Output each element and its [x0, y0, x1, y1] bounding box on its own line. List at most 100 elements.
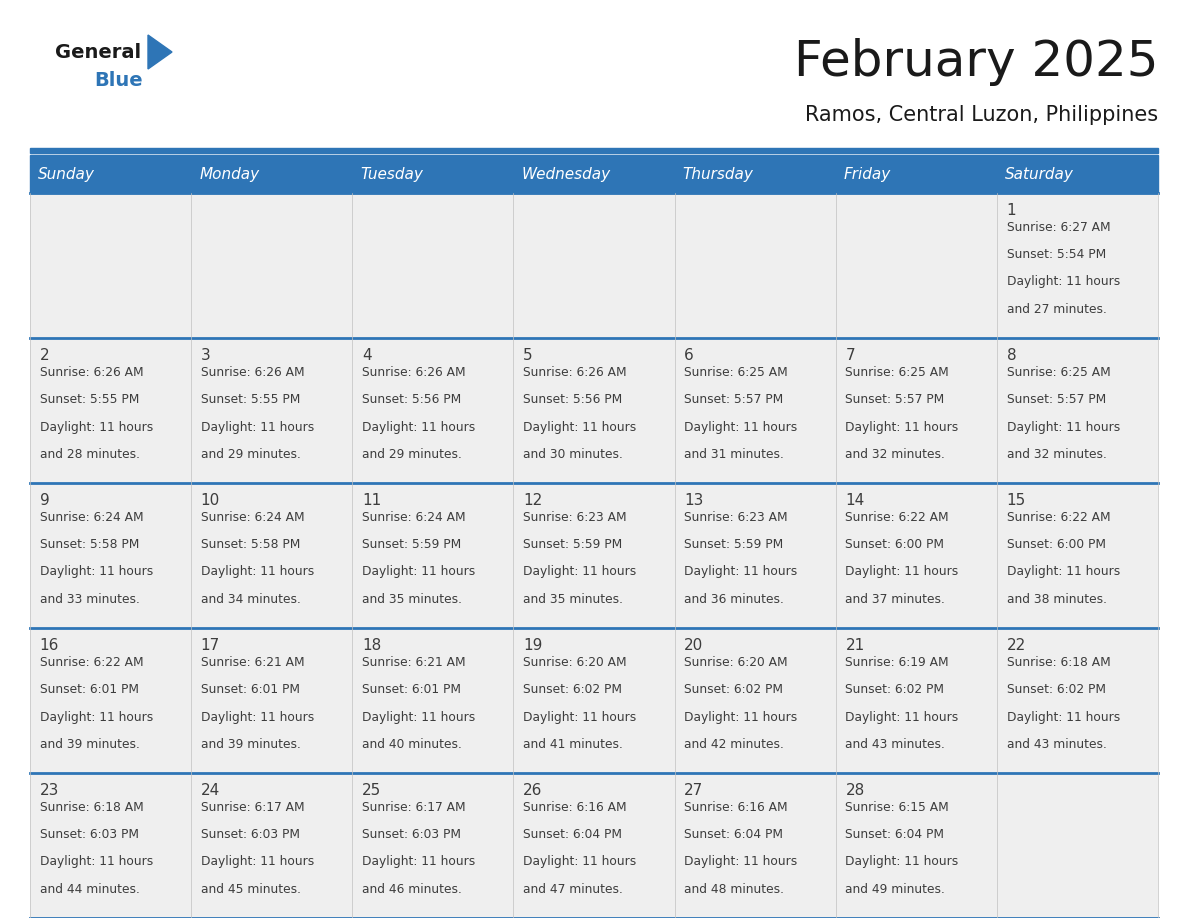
- Text: Thursday: Thursday: [683, 166, 753, 182]
- Text: Daylight: 11 hours: Daylight: 11 hours: [846, 856, 959, 868]
- Text: Sunrise: 6:22 AM: Sunrise: 6:22 AM: [39, 656, 144, 669]
- Text: Daylight: 11 hours: Daylight: 11 hours: [362, 565, 475, 578]
- Text: Sunset: 5:56 PM: Sunset: 5:56 PM: [523, 393, 623, 407]
- Text: Daylight: 11 hours: Daylight: 11 hours: [846, 565, 959, 578]
- Text: Sunset: 5:59 PM: Sunset: 5:59 PM: [362, 538, 461, 551]
- Text: Sunset: 6:01 PM: Sunset: 6:01 PM: [39, 683, 139, 696]
- Text: Daylight: 11 hours: Daylight: 11 hours: [201, 711, 314, 723]
- Text: and 35 minutes.: and 35 minutes.: [362, 593, 462, 606]
- Text: and 47 minutes.: and 47 minutes.: [523, 883, 623, 896]
- Text: Daylight: 11 hours: Daylight: 11 hours: [1006, 711, 1120, 723]
- Text: 17: 17: [201, 638, 220, 653]
- Text: and 43 minutes.: and 43 minutes.: [846, 738, 946, 751]
- Text: Sunrise: 6:24 AM: Sunrise: 6:24 AM: [201, 511, 304, 524]
- Text: and 34 minutes.: and 34 minutes.: [201, 593, 301, 606]
- Text: February 2025: February 2025: [794, 38, 1158, 86]
- Text: and 42 minutes.: and 42 minutes.: [684, 738, 784, 751]
- Text: Sunset: 5:56 PM: Sunset: 5:56 PM: [362, 393, 461, 407]
- Text: Sunrise: 6:27 AM: Sunrise: 6:27 AM: [1006, 221, 1110, 234]
- Text: 10: 10: [201, 493, 220, 508]
- Text: Friday: Friday: [843, 166, 891, 182]
- Text: Sunset: 6:03 PM: Sunset: 6:03 PM: [39, 828, 139, 841]
- Text: Sunrise: 6:26 AM: Sunrise: 6:26 AM: [362, 366, 466, 379]
- Text: Sunday: Sunday: [38, 166, 95, 182]
- Text: and 44 minutes.: and 44 minutes.: [39, 883, 139, 896]
- Text: Sunrise: 6:25 AM: Sunrise: 6:25 AM: [846, 366, 949, 379]
- Text: Daylight: 11 hours: Daylight: 11 hours: [523, 420, 637, 433]
- Text: Sunrise: 6:15 AM: Sunrise: 6:15 AM: [846, 801, 949, 814]
- Text: Sunset: 5:59 PM: Sunset: 5:59 PM: [523, 538, 623, 551]
- Text: Sunrise: 6:24 AM: Sunrise: 6:24 AM: [39, 511, 144, 524]
- Text: Saturday: Saturday: [1005, 166, 1074, 182]
- Text: and 28 minutes.: and 28 minutes.: [39, 448, 140, 461]
- Text: Sunset: 5:57 PM: Sunset: 5:57 PM: [1006, 393, 1106, 407]
- Text: Sunrise: 6:16 AM: Sunrise: 6:16 AM: [523, 801, 627, 814]
- Bar: [30, 155, 1158, 193]
- Text: Daylight: 11 hours: Daylight: 11 hours: [846, 711, 959, 723]
- Text: Sunset: 5:55 PM: Sunset: 5:55 PM: [201, 393, 301, 407]
- Text: and 29 minutes.: and 29 minutes.: [362, 448, 462, 461]
- Text: Daylight: 11 hours: Daylight: 11 hours: [684, 420, 797, 433]
- Text: Sunrise: 6:21 AM: Sunrise: 6:21 AM: [201, 656, 304, 669]
- Text: Sunrise: 6:21 AM: Sunrise: 6:21 AM: [362, 656, 466, 669]
- Text: and 49 minutes.: and 49 minutes.: [846, 883, 946, 896]
- Text: 15: 15: [1006, 493, 1025, 508]
- Text: Sunset: 5:57 PM: Sunset: 5:57 PM: [684, 393, 784, 407]
- Text: Sunset: 5:54 PM: Sunset: 5:54 PM: [1006, 248, 1106, 262]
- Text: 7: 7: [846, 348, 855, 363]
- Text: Daylight: 11 hours: Daylight: 11 hours: [362, 711, 475, 723]
- Text: 24: 24: [201, 783, 220, 798]
- Text: Daylight: 11 hours: Daylight: 11 hours: [684, 711, 797, 723]
- Text: Monday: Monday: [200, 166, 259, 182]
- Text: 28: 28: [846, 783, 865, 798]
- Text: Sunset: 6:03 PM: Sunset: 6:03 PM: [201, 828, 299, 841]
- Text: Sunset: 5:58 PM: Sunset: 5:58 PM: [39, 538, 139, 551]
- Text: 16: 16: [39, 638, 59, 653]
- Text: Sunset: 6:04 PM: Sunset: 6:04 PM: [846, 828, 944, 841]
- Text: Sunrise: 6:19 AM: Sunrise: 6:19 AM: [846, 656, 949, 669]
- Text: Sunrise: 6:18 AM: Sunrise: 6:18 AM: [1006, 656, 1111, 669]
- Text: Sunset: 6:01 PM: Sunset: 6:01 PM: [362, 683, 461, 696]
- Text: and 38 minutes.: and 38 minutes.: [1006, 593, 1106, 606]
- Text: Sunset: 6:00 PM: Sunset: 6:00 PM: [846, 538, 944, 551]
- Text: and 32 minutes.: and 32 minutes.: [846, 448, 946, 461]
- Text: and 30 minutes.: and 30 minutes.: [523, 448, 623, 461]
- Text: and 39 minutes.: and 39 minutes.: [39, 738, 139, 751]
- Text: Daylight: 11 hours: Daylight: 11 hours: [523, 856, 637, 868]
- Text: and 46 minutes.: and 46 minutes.: [362, 883, 462, 896]
- Text: 9: 9: [39, 493, 50, 508]
- Text: 19: 19: [523, 638, 543, 653]
- Text: and 31 minutes.: and 31 minutes.: [684, 448, 784, 461]
- Text: Daylight: 11 hours: Daylight: 11 hours: [1006, 275, 1120, 288]
- Text: Daylight: 11 hours: Daylight: 11 hours: [39, 856, 153, 868]
- Text: Daylight: 11 hours: Daylight: 11 hours: [1006, 420, 1120, 433]
- Text: 5: 5: [523, 348, 532, 363]
- Text: 13: 13: [684, 493, 703, 508]
- Bar: [30, 483, 1158, 628]
- Text: Sunrise: 6:26 AM: Sunrise: 6:26 AM: [201, 366, 304, 379]
- Text: Sunset: 6:00 PM: Sunset: 6:00 PM: [1006, 538, 1106, 551]
- Text: Daylight: 11 hours: Daylight: 11 hours: [201, 420, 314, 433]
- Text: and 27 minutes.: and 27 minutes.: [1006, 303, 1106, 316]
- Text: and 33 minutes.: and 33 minutes.: [39, 593, 139, 606]
- Text: Sunrise: 6:25 AM: Sunrise: 6:25 AM: [684, 366, 788, 379]
- Text: Daylight: 11 hours: Daylight: 11 hours: [39, 711, 153, 723]
- Bar: [30, 628, 1158, 773]
- Text: Sunset: 6:04 PM: Sunset: 6:04 PM: [684, 828, 783, 841]
- Text: Sunrise: 6:23 AM: Sunrise: 6:23 AM: [684, 511, 788, 524]
- Text: Sunset: 5:57 PM: Sunset: 5:57 PM: [846, 393, 944, 407]
- Text: 8: 8: [1006, 348, 1016, 363]
- Text: General: General: [55, 42, 141, 62]
- Text: and 39 minutes.: and 39 minutes.: [201, 738, 301, 751]
- Polygon shape: [148, 35, 172, 69]
- Text: Daylight: 11 hours: Daylight: 11 hours: [684, 856, 797, 868]
- Text: Sunrise: 6:17 AM: Sunrise: 6:17 AM: [362, 801, 466, 814]
- Text: and 37 minutes.: and 37 minutes.: [846, 593, 946, 606]
- Text: 27: 27: [684, 783, 703, 798]
- Text: Daylight: 11 hours: Daylight: 11 hours: [1006, 565, 1120, 578]
- Text: Wednesday: Wednesday: [522, 166, 611, 182]
- Text: 21: 21: [846, 638, 865, 653]
- Text: Ramos, Central Luzon, Philippines: Ramos, Central Luzon, Philippines: [805, 105, 1158, 125]
- Text: Sunrise: 6:24 AM: Sunrise: 6:24 AM: [362, 511, 466, 524]
- Text: Sunset: 6:02 PM: Sunset: 6:02 PM: [684, 683, 783, 696]
